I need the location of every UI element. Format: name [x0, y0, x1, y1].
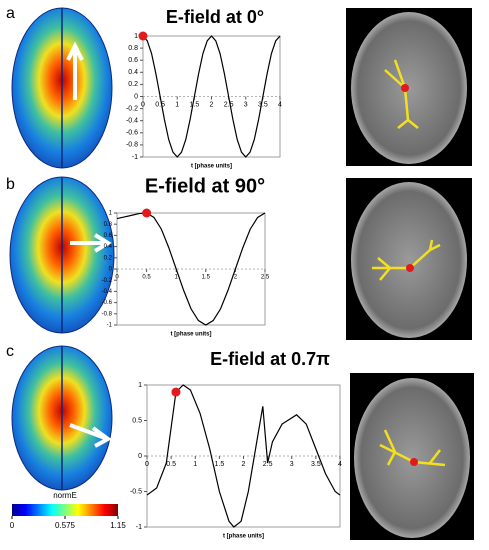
y-tick-label: 0.2: [128, 81, 138, 88]
y-tick-label: 0: [109, 267, 113, 273]
y-tick-label: 0.6: [128, 57, 138, 64]
y-tick-label: -0.6: [102, 300, 113, 306]
x-tick-label: 3: [290, 461, 294, 468]
y-tick-label: -0.4: [126, 118, 138, 125]
y-tick-label: 0.6: [104, 233, 113, 239]
colorbar: [12, 504, 118, 516]
y-tick-label: -0.4: [102, 289, 113, 295]
x-tick-label: 1: [193, 461, 197, 468]
y-tick-label: -0.8: [126, 142, 138, 149]
x-tick-label: 2: [242, 461, 246, 468]
y-tick-label: 1: [138, 382, 142, 389]
x-tick-label: 4: [338, 461, 342, 468]
y-tick-label: 1: [134, 33, 138, 40]
x-axis-label: t [phase units]: [223, 534, 264, 540]
x-tick-label: 3: [244, 101, 248, 108]
chart-title: E-field at 90°: [145, 175, 265, 197]
x-tick-label: 3.5: [311, 461, 321, 468]
x-tick-label: 1: [175, 101, 179, 108]
x-tick-label: 1.5: [202, 275, 211, 281]
y-tick-label: -1: [132, 154, 138, 161]
y-tick-label: 0: [134, 93, 138, 100]
colorbar-tick-label: 1.15: [110, 521, 126, 530]
highlight-point: [138, 31, 148, 41]
y-tick-label: -0.6: [126, 130, 138, 137]
chart-title: E-field at 0.7π: [210, 349, 330, 369]
colorbar-tick-label: 0: [10, 521, 15, 530]
y-tick-label: 0.4: [128, 69, 138, 76]
x-tick-label: 1: [175, 275, 179, 281]
colorbar-tick-label: 0.575: [55, 521, 76, 530]
x-tick-label: 2.5: [224, 101, 234, 108]
y-tick-label: -1: [136, 524, 142, 531]
x-tick-label: 1.5: [215, 461, 225, 468]
panel-label: b: [6, 176, 15, 193]
x-tick-label: 2: [234, 275, 238, 281]
x-tick-label: 0.5: [166, 461, 176, 468]
x-axis-label: t [phase units]: [191, 164, 232, 170]
x-tick-label: 1.5: [190, 101, 200, 108]
mri-images: [346, 8, 474, 540]
y-tick-label: -0.5: [130, 488, 142, 495]
brain-images: [9, 7, 115, 491]
x-tick-label: 0: [141, 101, 145, 108]
y-tick-label: 0.8: [128, 45, 138, 52]
y-tick-label: 0.5: [132, 417, 142, 424]
line-series: [116, 212, 266, 326]
y-tick-label: -0.2: [102, 278, 113, 284]
y-tick-label: 0.8: [104, 222, 113, 228]
chart-title: E-field at 0°: [166, 7, 264, 27]
y-tick-label: -1: [107, 323, 113, 329]
x-tick-label: 4: [278, 101, 282, 108]
colorbar-label: normE: [53, 491, 77, 500]
x-tick-label: 0.5: [155, 101, 165, 108]
x-tick-label: 3.5: [258, 101, 268, 108]
x-tick-label: 2.5: [263, 461, 273, 468]
line-series: [142, 35, 281, 158]
highlight-point: [142, 208, 152, 218]
y-tick-label: 0.2: [104, 255, 113, 261]
x-tick-label: 2: [210, 101, 214, 108]
x-tick-label: 0: [145, 461, 149, 468]
y-tick-label: 0: [138, 453, 142, 460]
panel-label: c: [6, 343, 14, 360]
panel-label: a: [6, 5, 15, 22]
y-tick-label: -0.2: [126, 105, 138, 112]
x-tick-label: 0: [115, 275, 119, 281]
y-tick-label: 1: [109, 211, 113, 217]
y-tick-label: 0.4: [104, 244, 113, 250]
x-axis-label: t [phase units]: [170, 332, 211, 338]
highlight-point: [171, 387, 181, 397]
y-tick-label: -0.8: [102, 311, 113, 317]
x-tick-label: 0.5: [142, 275, 151, 281]
x-tick-label: 2.5: [261, 275, 270, 281]
